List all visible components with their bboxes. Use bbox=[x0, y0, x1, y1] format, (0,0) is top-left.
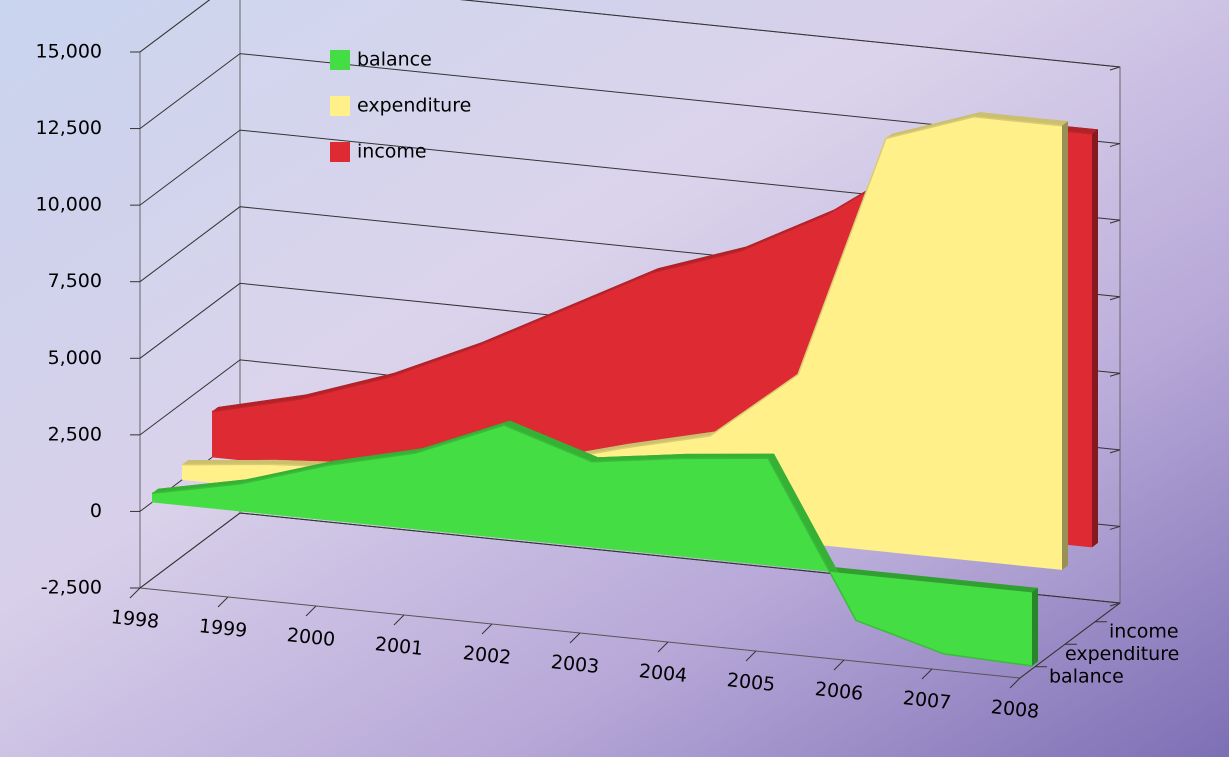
area-end bbox=[1032, 588, 1038, 666]
legend-label: balance bbox=[357, 49, 432, 71]
chart: -2,500 0 2,500 5,000 7,500 10,000 12,500 15,000… bbox=[0, 0, 1229, 757]
y-tick-label: 12,500 bbox=[36, 117, 102, 139]
depth-label: expenditure bbox=[1065, 643, 1179, 665]
y-tick-label: 15,000 bbox=[36, 41, 102, 63]
y-tick-label: 10,000 bbox=[36, 194, 102, 216]
area-end bbox=[1092, 129, 1098, 547]
legend-swatch bbox=[330, 96, 350, 116]
y-tick-label: 5,000 bbox=[48, 347, 102, 369]
depth-label: income bbox=[1109, 620, 1179, 642]
depth-label: balance bbox=[1049, 665, 1124, 687]
legend-swatch bbox=[330, 142, 350, 162]
y-tick-label: 0 bbox=[90, 500, 102, 522]
y-tick-label: 2,500 bbox=[48, 423, 102, 445]
legend-label: income bbox=[357, 141, 427, 163]
legend-swatch bbox=[330, 50, 350, 70]
y-tick-label: 7,500 bbox=[48, 270, 102, 292]
area-end bbox=[1062, 121, 1068, 570]
legend-label: expenditure bbox=[357, 95, 471, 117]
y-tick-label: -2,500 bbox=[41, 577, 102, 599]
